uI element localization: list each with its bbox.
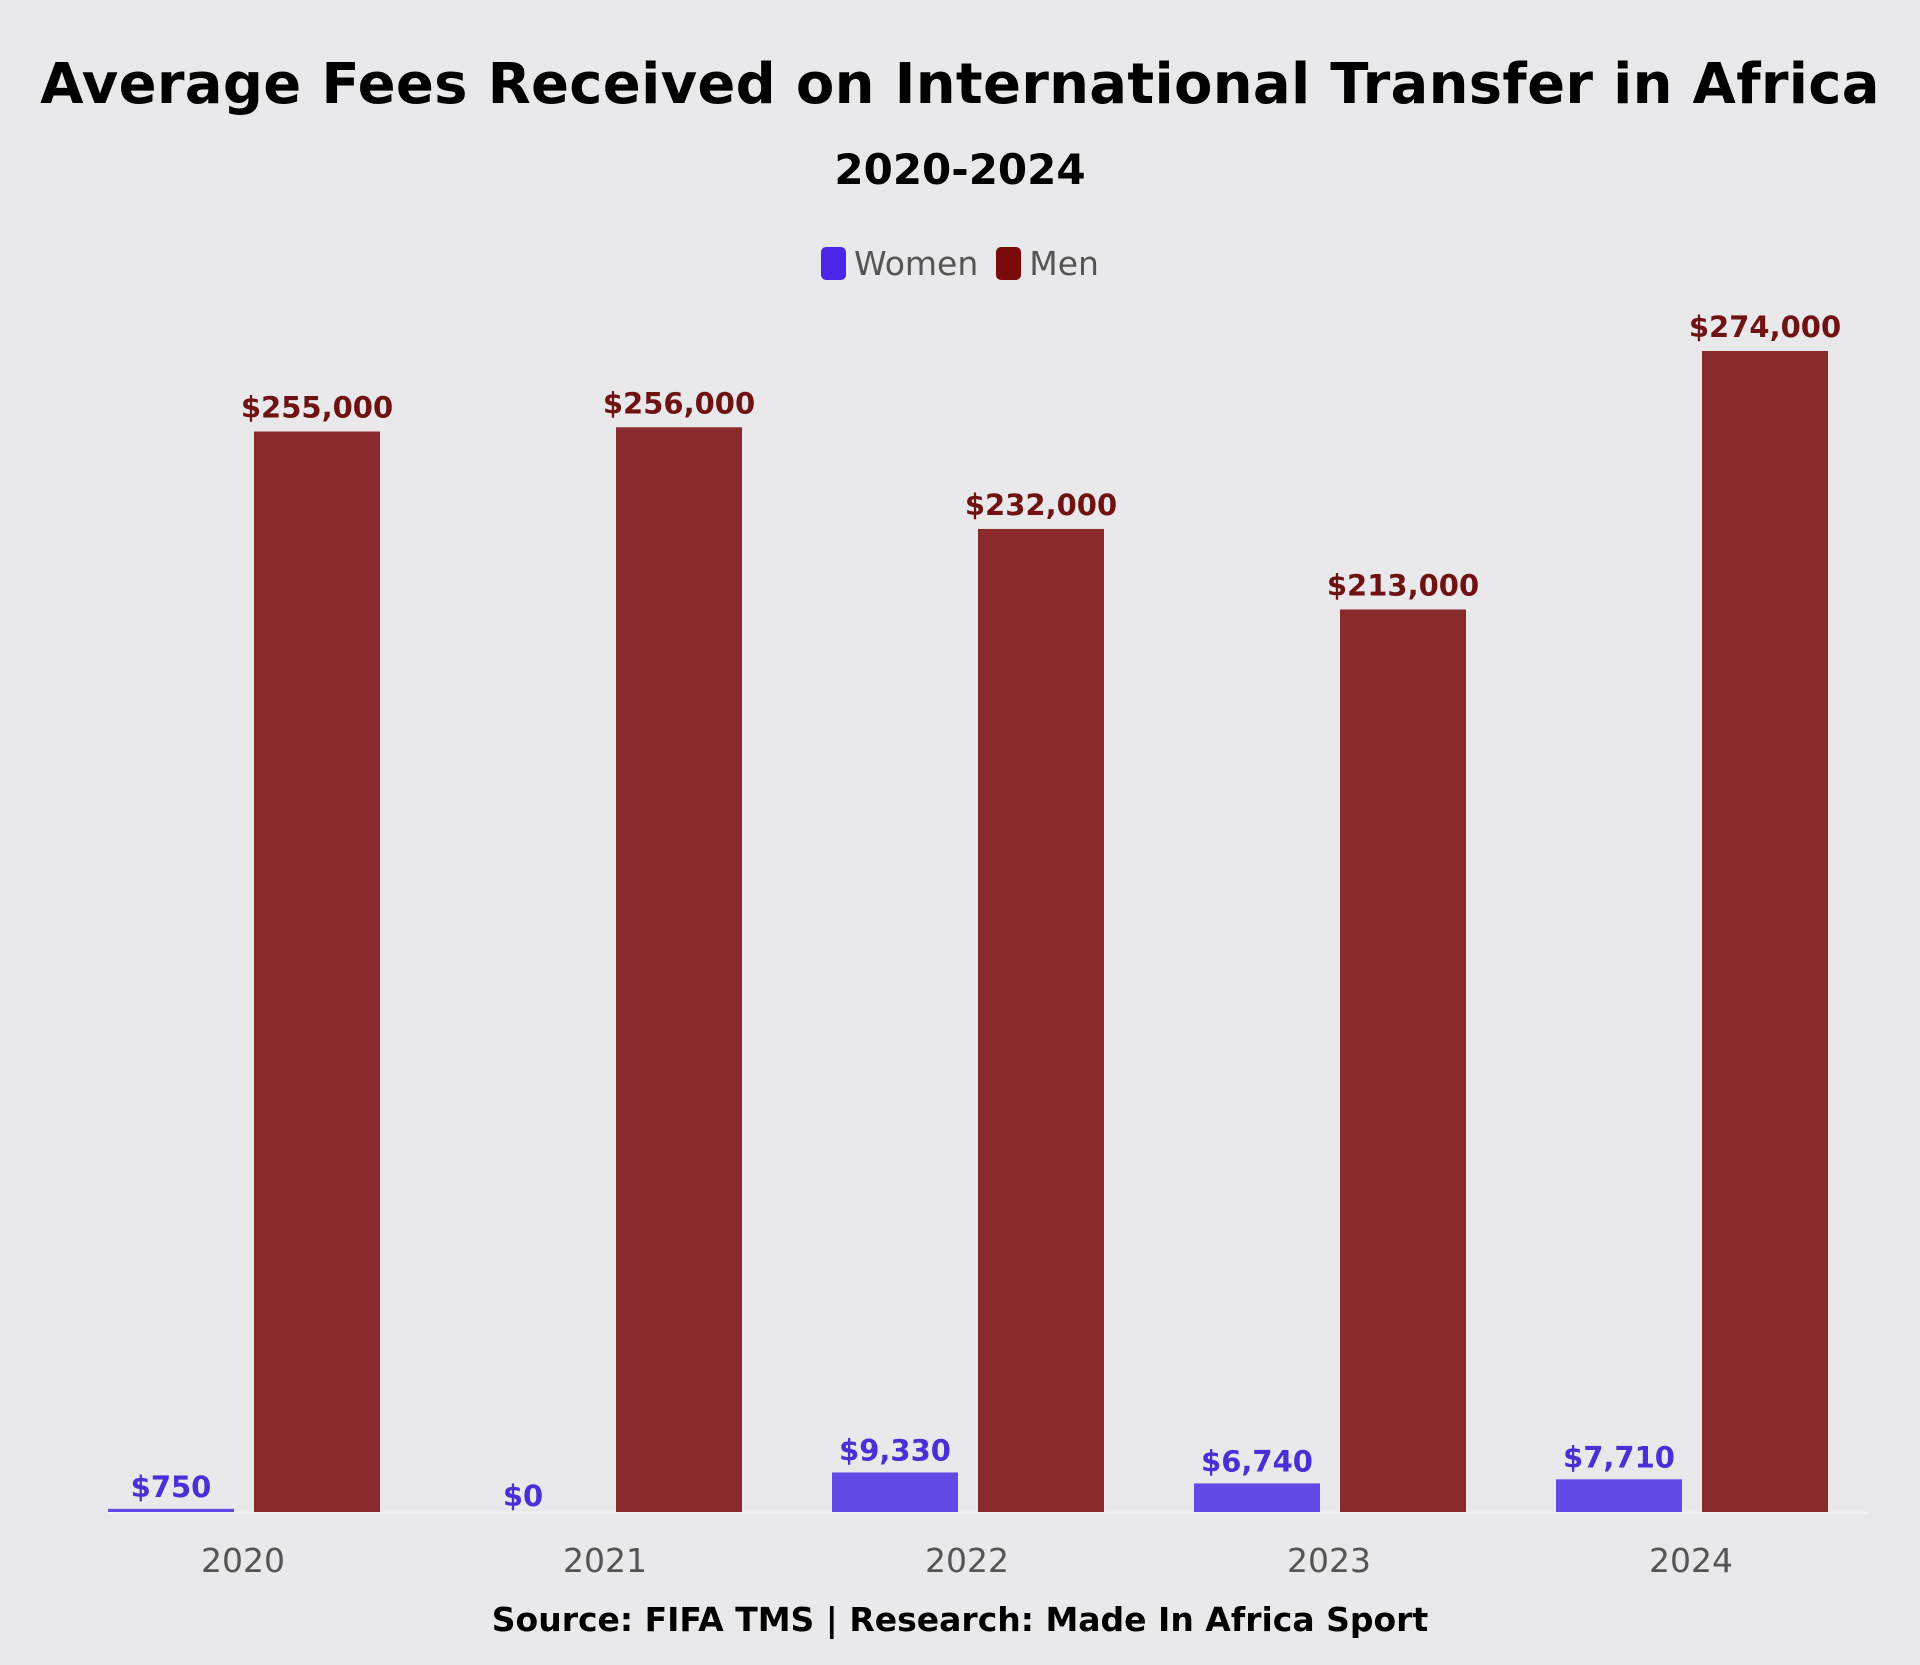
data-label-men-2024: $274,000: [1689, 310, 1841, 344]
legend-label-women: Women: [854, 244, 979, 283]
legend-label-men: Men: [1029, 244, 1099, 283]
bar-men-2023: [1340, 609, 1466, 1512]
bar-men-2022: [978, 528, 1104, 1512]
data-label-men-2020: $255,000: [241, 391, 393, 425]
chart-subtitle: 2020-2024: [834, 145, 1086, 194]
bar-women-2023: [1194, 1483, 1320, 1512]
source-note: Source: FIFA TMS | Research: Made In Afr…: [491, 1600, 1429, 1639]
data-label-women-2023: $6,740: [1201, 1444, 1313, 1478]
data-label-men-2022: $232,000: [965, 488, 1117, 522]
bar-men-2021: [616, 427, 742, 1513]
legend-swatch-men: [996, 247, 1022, 280]
bar-women-2024: [1556, 1479, 1682, 1512]
x-tick-label-2023: 2023: [1287, 1541, 1371, 1580]
data-label-women-2024: $7,710: [1563, 1440, 1675, 1474]
data-label-women-2021: $0: [503, 1479, 543, 1513]
data-label-women-2022: $9,330: [839, 1433, 951, 1467]
x-tick-label-2020: 2020: [201, 1541, 285, 1580]
x-tick-label-2021: 2021: [563, 1541, 647, 1580]
data-label-men-2023: $213,000: [1327, 568, 1479, 602]
legend-swatch-women: [821, 247, 847, 280]
x-tick-label-2024: 2024: [1649, 1541, 1733, 1580]
x-tick-label-2022: 2022: [925, 1541, 1009, 1580]
data-label-women-2020: $750: [131, 1470, 212, 1504]
bar-women-2020: [108, 1508, 234, 1512]
legend: Women Men: [0, 244, 1920, 283]
bar-women-2022: [832, 1472, 958, 1512]
chart-title: Average Fees Received on International T…: [40, 52, 1880, 117]
bar-men-2024: [1702, 351, 1828, 1512]
data-label-men-2021: $256,000: [603, 386, 755, 420]
bar-men-2020: [254, 431, 380, 1512]
legend-item-women: Women: [821, 244, 978, 283]
legend-item-men: Men: [996, 244, 1099, 283]
